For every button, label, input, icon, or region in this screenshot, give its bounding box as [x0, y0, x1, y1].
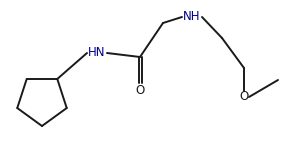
Text: O: O [135, 84, 145, 96]
Text: HN: HN [88, 47, 106, 59]
Text: O: O [239, 90, 249, 104]
Text: NH: NH [183, 11, 201, 23]
